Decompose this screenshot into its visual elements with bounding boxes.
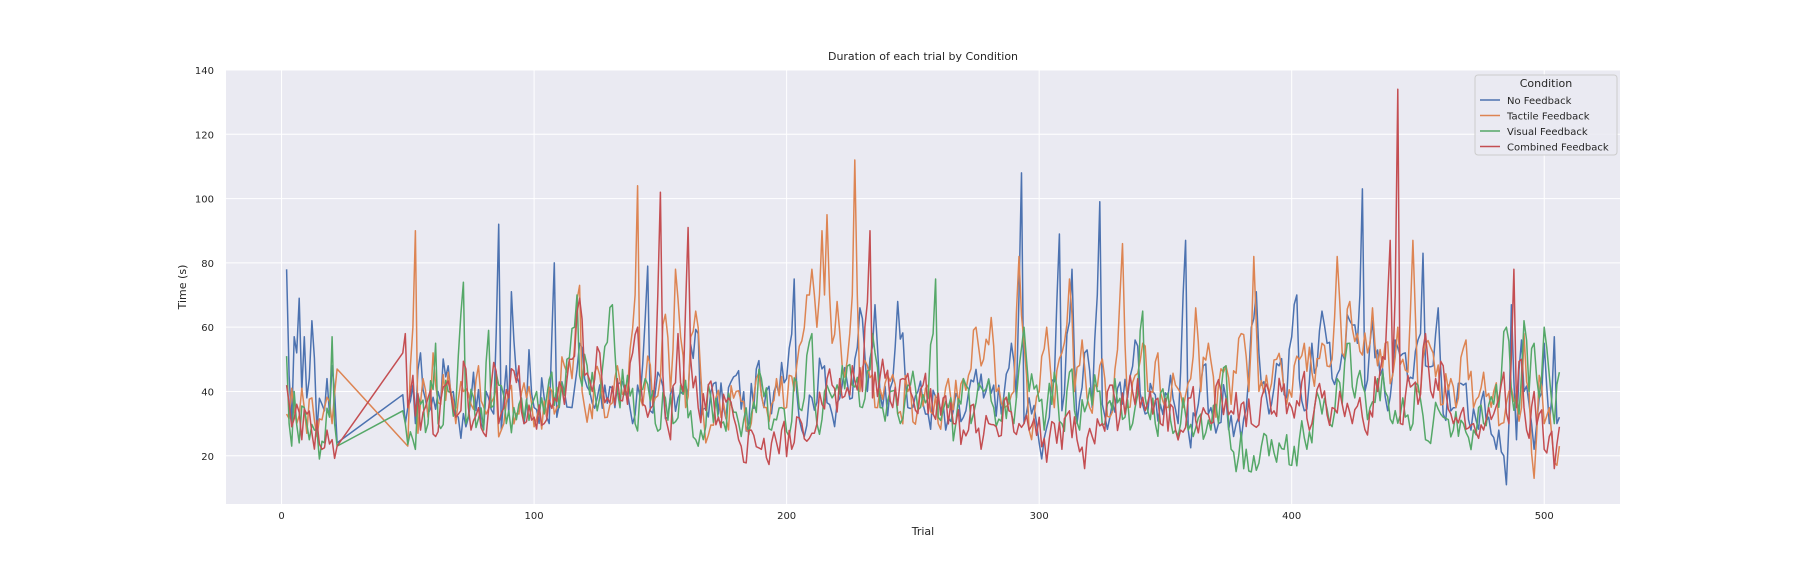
legend-label: Combined Feedback bbox=[1507, 143, 1609, 154]
x-tick-label: 200 bbox=[777, 511, 796, 522]
series-line-combined-feedback bbox=[285, 88, 1561, 470]
y-axis-label: Time (s) bbox=[176, 265, 189, 311]
series-line-visual-feedback bbox=[285, 278, 1561, 473]
y-tick-label: 40 bbox=[201, 387, 214, 398]
x-tick-label: 0 bbox=[278, 511, 284, 522]
x-tick-label: 400 bbox=[1282, 511, 1301, 522]
legend: Condition No Feedback Tactile Feedback Vis… bbox=[1474, 74, 1618, 156]
legend-label: No Feedback bbox=[1507, 96, 1572, 107]
x-axis-ticks: 0 100 200 300 400 500 bbox=[278, 511, 1553, 522]
chart-title: Duration of each trial by Condition bbox=[828, 50, 1018, 63]
x-tick-label: 100 bbox=[525, 511, 544, 522]
legend-label: Visual Feedback bbox=[1507, 127, 1588, 138]
y-tick-label: 100 bbox=[195, 195, 214, 206]
y-tick-label: 20 bbox=[201, 452, 214, 463]
legend-box bbox=[1474, 74, 1618, 156]
y-tick-label: 120 bbox=[195, 130, 214, 141]
y-tick-label: 140 bbox=[195, 66, 214, 77]
x-axis-label: Trial bbox=[911, 525, 934, 538]
x-tick-label: 500 bbox=[1535, 511, 1554, 522]
legend-title: Condition bbox=[1520, 77, 1573, 90]
y-axis-ticks: 20 40 60 80 100 120 140 bbox=[195, 66, 214, 463]
y-tick-label: 80 bbox=[201, 259, 214, 270]
y-tick-label: 60 bbox=[201, 323, 214, 334]
legend-label: Tactile Feedback bbox=[1506, 112, 1590, 123]
series-line-tactile-feedback bbox=[285, 159, 1561, 480]
x-tick-label: 300 bbox=[1030, 511, 1049, 522]
series-lines bbox=[285, 88, 1561, 486]
